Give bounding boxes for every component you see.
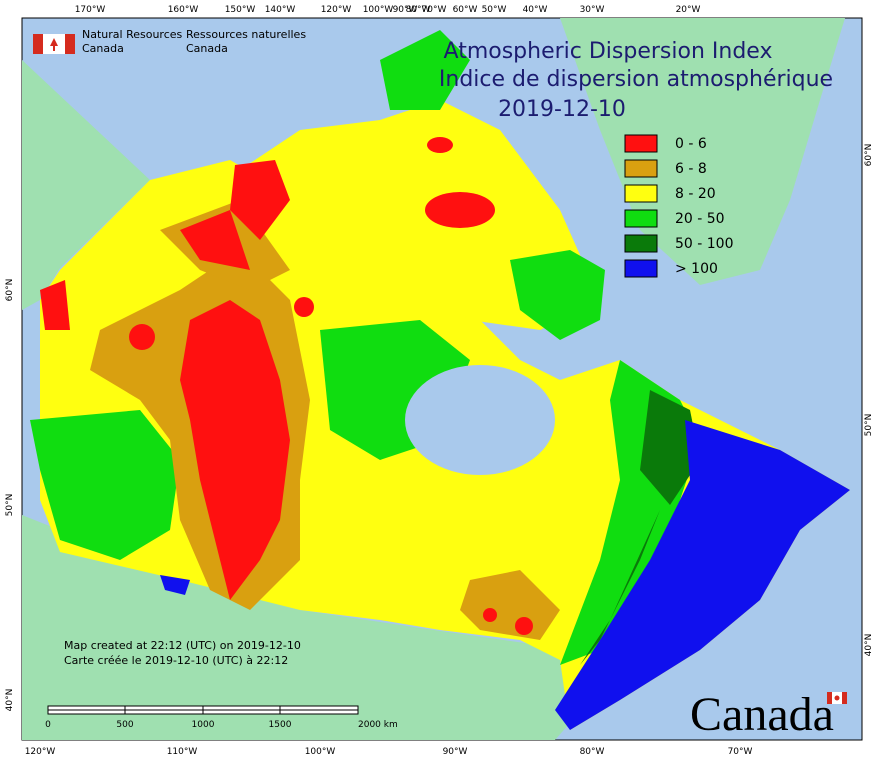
- graticule-bottom: 80°W: [580, 747, 605, 757]
- scale-label: 1500: [269, 720, 292, 730]
- graticule-right: 40°N: [864, 634, 874, 657]
- graticule-top: 90°W: [393, 5, 418, 15]
- graticule-top: 160°W: [168, 5, 199, 15]
- graticule-bottom: 120°W: [25, 747, 56, 757]
- scale-segment: [124, 709, 204, 715]
- graticule-top: 20°W: [676, 5, 701, 15]
- scale-segment: [47, 709, 126, 715]
- legend-swatch: [624, 134, 658, 153]
- graticule-top: 60°W: [453, 5, 478, 15]
- graticule-top: 150°W: [225, 5, 256, 15]
- graticule-bottom: 110°W: [167, 747, 198, 757]
- scale-segment: [124, 705, 204, 711]
- graticule-top: 30°W: [580, 5, 605, 15]
- legend-label: 0 - 6: [675, 136, 707, 152]
- credit-fr: Carte créée le 2019-12-10 (UTC) à 22:12: [64, 654, 288, 667]
- graticule-top: 140°W: [265, 5, 296, 15]
- legend-swatch: [624, 259, 658, 278]
- scale-segment: [279, 705, 359, 711]
- agency-signature: Natural Resources Canada Ressources natu…: [33, 28, 306, 55]
- scale-segment: [47, 705, 126, 711]
- scale-label: 0: [45, 720, 51, 730]
- scale-label: 2000 km: [358, 720, 398, 730]
- map-body: [21, 17, 863, 741]
- graticule-left: 60°N: [5, 279, 15, 302]
- graticule-top: 50°W: [482, 5, 507, 15]
- graticule-right: 50°N: [864, 414, 874, 437]
- legend-label: 20 - 50: [675, 211, 725, 227]
- graticule-bottom: 70°W: [728, 747, 753, 757]
- graticule-bottom: 100°W: [305, 747, 336, 757]
- legend-swatch: [624, 234, 658, 253]
- graticule-left: 50°N: [5, 494, 15, 517]
- scale-segment: [202, 705, 281, 711]
- agency-fr: Ressources naturelles: [186, 28, 306, 41]
- scale-segment: [202, 709, 281, 715]
- scale-label: 500: [116, 720, 133, 730]
- legend-swatch: [624, 209, 658, 228]
- legend-label: 50 - 100: [675, 236, 734, 252]
- scale-bar: 0 500 1000 1500 2000 km: [45, 705, 398, 730]
- graticule-bottom: 90°W: [443, 747, 468, 757]
- scale-segment: [279, 709, 359, 715]
- graticule-top: 170°W: [75, 5, 106, 15]
- scale-label: 1000: [192, 720, 215, 730]
- legend-label: 6 - 8: [675, 161, 707, 177]
- graticule-top: 80°W: [406, 5, 431, 15]
- wordmark: Canada: [690, 688, 847, 741]
- graticule-top: 70°W: [422, 5, 447, 15]
- agency-en: Natural Resources: [82, 28, 183, 41]
- graticule-labels: 170°W 160°W 150°W 140°W 120°W 100°W 90°W80°W70…: [5, 5, 874, 757]
- legend-label: > 100: [675, 261, 718, 277]
- agency-en: Canada: [82, 42, 124, 55]
- graticule-left: 40°N: [5, 689, 15, 712]
- legend-label: 8 - 20: [675, 186, 716, 202]
- graticule-top: 40°W: [523, 5, 548, 15]
- legend-swatch: [624, 159, 658, 178]
- title-en: Atmospheric Dispersion Index: [444, 39, 773, 64]
- title-fr: Indice de dispersion atmosphérique: [439, 67, 833, 92]
- wordmark-text: Canada: [690, 688, 834, 741]
- graticule-right: 60°N: [864, 144, 874, 167]
- graticule-top: 100°W: [363, 5, 394, 15]
- agency-fr: Canada: [186, 42, 228, 55]
- legend-swatch: [624, 184, 658, 203]
- title-date: 2019-12-10: [498, 97, 626, 122]
- graticule-top: 120°W: [321, 5, 352, 15]
- credit-en: Map created at 22:12 (UTC) on 2019-12-10: [64, 639, 301, 652]
- legend: 0 - 6 6 - 8 8 - 20 20 - 50 50 - 100 > 100: [624, 134, 734, 278]
